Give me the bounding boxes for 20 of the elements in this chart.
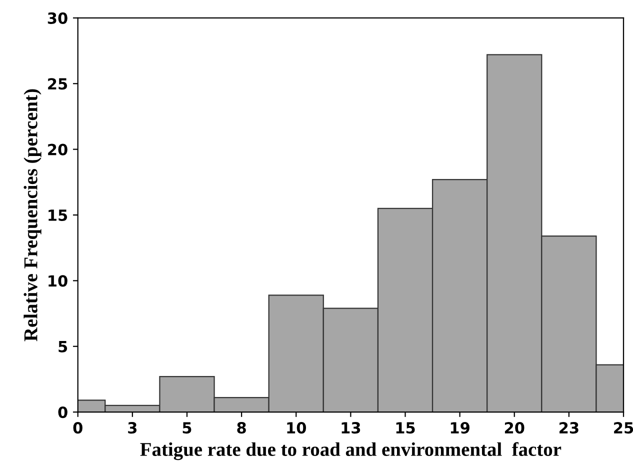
x-tick-label: 15 — [396, 422, 415, 434]
x-tick-label: 10 — [287, 422, 306, 434]
y-tick-label: 5 — [58, 341, 68, 352]
y-axis-title: Relative Frequencies (percent) — [24, 89, 42, 342]
y-tick-label: 30 — [48, 12, 68, 24]
x-tick-label: 13 — [342, 422, 360, 434]
y-tick-label: 10 — [48, 275, 68, 287]
y-tick-label: 25 — [48, 78, 68, 90]
x-tick-label: 0 — [73, 422, 82, 434]
y-tick-label: 20 — [48, 144, 68, 156]
x-tick-label: 20 — [504, 422, 524, 434]
y-tick-label: 0 — [58, 406, 68, 418]
x-tick-label: 3 — [128, 422, 137, 434]
x-axis-title: Fatigue rate due to road and environmental factor — [140, 442, 562, 460]
x-tick-label: 5 — [182, 422, 192, 434]
y-tick-label: 15 — [48, 210, 68, 222]
x-tick-label: 25 — [614, 422, 633, 434]
x-tick-label: 23 — [560, 422, 578, 434]
x-tick-label: 19 — [450, 422, 470, 434]
x-tick-label: 8 — [237, 422, 246, 434]
